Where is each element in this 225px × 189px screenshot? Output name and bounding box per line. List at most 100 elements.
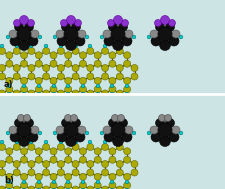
Circle shape <box>130 169 137 176</box>
Circle shape <box>43 90 50 97</box>
Circle shape <box>94 52 101 59</box>
Circle shape <box>50 60 57 67</box>
Circle shape <box>65 136 76 146</box>
Circle shape <box>14 19 20 26</box>
Circle shape <box>57 73 64 80</box>
Circle shape <box>150 36 160 46</box>
Circle shape <box>50 77 57 84</box>
Circle shape <box>0 47 5 54</box>
Circle shape <box>104 132 113 142</box>
Circle shape <box>118 119 127 128</box>
Circle shape <box>22 92 26 96</box>
Circle shape <box>57 132 67 142</box>
Circle shape <box>116 90 123 97</box>
Circle shape <box>86 160 93 167</box>
Circle shape <box>79 52 86 59</box>
Circle shape <box>123 77 130 84</box>
Circle shape <box>81 92 84 96</box>
Circle shape <box>157 123 171 137</box>
Circle shape <box>7 92 11 96</box>
Circle shape <box>20 60 27 67</box>
Circle shape <box>37 84 41 88</box>
Circle shape <box>123 148 130 155</box>
Circle shape <box>17 123 31 137</box>
Circle shape <box>52 180 56 184</box>
Circle shape <box>57 160 64 167</box>
Circle shape <box>110 188 113 189</box>
Circle shape <box>6 35 10 39</box>
Circle shape <box>116 47 123 54</box>
Circle shape <box>7 84 11 88</box>
Circle shape <box>72 47 79 54</box>
Circle shape <box>66 180 70 184</box>
Circle shape <box>28 132 38 142</box>
Text: a): a) <box>4 80 14 89</box>
Circle shape <box>57 36 67 46</box>
Circle shape <box>103 30 110 38</box>
Circle shape <box>19 15 28 25</box>
Circle shape <box>123 60 130 67</box>
Circle shape <box>79 173 86 180</box>
Circle shape <box>86 64 93 71</box>
Text: b): b) <box>4 176 14 185</box>
Circle shape <box>0 64 5 71</box>
Circle shape <box>123 182 130 189</box>
Circle shape <box>101 47 108 54</box>
Circle shape <box>38 131 42 135</box>
Circle shape <box>65 182 71 189</box>
Circle shape <box>71 22 80 32</box>
Circle shape <box>74 19 81 26</box>
Circle shape <box>59 96 63 100</box>
Circle shape <box>22 84 26 88</box>
Circle shape <box>116 143 123 150</box>
Circle shape <box>66 188 70 189</box>
Circle shape <box>118 44 121 48</box>
Circle shape <box>168 36 178 46</box>
Circle shape <box>108 52 115 59</box>
Circle shape <box>116 64 123 71</box>
Circle shape <box>50 148 57 155</box>
Circle shape <box>121 19 128 26</box>
Circle shape <box>123 86 130 93</box>
Circle shape <box>28 73 35 80</box>
Circle shape <box>178 131 182 135</box>
Circle shape <box>130 160 137 167</box>
Circle shape <box>0 140 4 144</box>
Circle shape <box>75 36 85 46</box>
Circle shape <box>110 180 113 184</box>
Circle shape <box>6 52 13 59</box>
Circle shape <box>43 169 50 176</box>
Circle shape <box>35 52 42 59</box>
Circle shape <box>65 52 71 59</box>
Circle shape <box>78 30 86 38</box>
Circle shape <box>107 19 114 26</box>
Circle shape <box>155 22 164 32</box>
Circle shape <box>81 84 84 88</box>
Circle shape <box>146 131 150 135</box>
Circle shape <box>7 180 11 184</box>
Circle shape <box>15 140 19 144</box>
Circle shape <box>28 169 35 176</box>
Circle shape <box>6 156 13 163</box>
Circle shape <box>171 126 179 134</box>
Circle shape <box>9 30 17 38</box>
Circle shape <box>6 77 13 84</box>
Circle shape <box>6 173 13 180</box>
Circle shape <box>23 115 30 122</box>
Circle shape <box>79 60 86 67</box>
Circle shape <box>6 131 10 135</box>
Circle shape <box>57 186 64 189</box>
Circle shape <box>159 136 170 146</box>
Circle shape <box>118 22 127 32</box>
Circle shape <box>71 119 80 128</box>
Circle shape <box>160 15 169 25</box>
Circle shape <box>0 169 5 176</box>
Circle shape <box>158 115 165 122</box>
Circle shape <box>110 123 124 137</box>
Circle shape <box>6 60 13 67</box>
Circle shape <box>118 140 121 144</box>
Circle shape <box>103 96 106 100</box>
Circle shape <box>15 44 19 48</box>
Circle shape <box>108 86 115 93</box>
Circle shape <box>157 27 171 41</box>
